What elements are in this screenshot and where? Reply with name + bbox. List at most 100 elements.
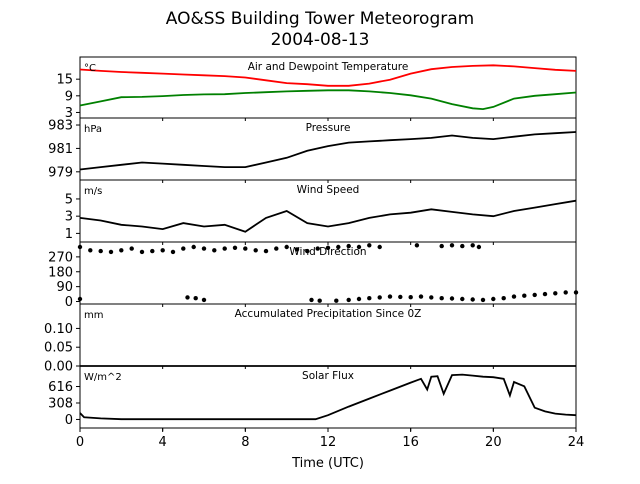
x-tick-label: 12	[320, 435, 337, 450]
y-tick-label: 0.10	[44, 322, 73, 337]
y-tick-label: 180	[48, 265, 73, 280]
data-point	[334, 298, 339, 303]
y-tick-label: 3	[65, 210, 73, 225]
panel-title: Air and Dewpoint Temperature	[248, 61, 409, 73]
y-tick-label: 0.00	[44, 360, 73, 375]
x-tick-label: 0	[76, 435, 84, 450]
data-point	[367, 243, 372, 248]
data-point	[201, 297, 207, 303]
y-tick-label: 3	[65, 106, 73, 121]
data-point	[212, 248, 217, 253]
data-point	[336, 244, 341, 250]
data-point	[563, 290, 568, 295]
data-point	[449, 243, 455, 248]
data-point	[356, 296, 362, 302]
y-tick-label: 9	[65, 89, 73, 104]
y-tick-label: 983	[48, 119, 73, 134]
data-point	[346, 243, 351, 249]
data-point	[315, 246, 320, 251]
y-tick-label: 0	[65, 295, 73, 310]
data-point	[439, 243, 444, 249]
y-tick-label: 1	[65, 227, 73, 242]
panel-title: Wind Direction	[289, 246, 366, 258]
data-point	[201, 246, 207, 251]
data-point	[325, 245, 331, 250]
data-point	[449, 296, 455, 301]
data-point	[398, 294, 403, 300]
data-point	[429, 295, 434, 300]
series-line	[79, 199, 577, 233]
data-point	[542, 291, 548, 297]
data-point	[377, 295, 382, 300]
y-tick-label: 5	[65, 192, 73, 207]
data-point	[170, 249, 176, 255]
data-point	[139, 249, 145, 255]
series-line	[79, 373, 577, 421]
panel-unit: m/s	[84, 186, 102, 197]
x-tick-label: 8	[241, 435, 249, 450]
y-tick-label: 308	[48, 396, 73, 411]
data-point	[491, 296, 496, 302]
y-tick-label: 0.05	[44, 341, 73, 356]
data-point	[367, 296, 372, 301]
data-point	[222, 246, 227, 251]
data-point	[573, 290, 579, 295]
panel-title: Pressure	[306, 122, 351, 134]
data-point	[439, 296, 444, 301]
data-point	[346, 297, 351, 303]
data-point	[77, 296, 83, 302]
data-point	[160, 248, 165, 253]
data-point	[460, 296, 465, 302]
data-point	[414, 243, 420, 248]
data-point	[108, 249, 114, 255]
data-point	[305, 248, 310, 254]
data-point	[317, 298, 322, 303]
data-point	[377, 244, 382, 250]
data-point	[181, 246, 186, 251]
data-point	[511, 294, 517, 299]
y-tick-label: 15	[56, 73, 73, 88]
data-point	[532, 292, 537, 298]
panel-title: Wind Speed	[297, 184, 360, 196]
y-tick-label: 616	[48, 380, 73, 395]
data-point	[553, 291, 558, 296]
data-point	[309, 297, 314, 303]
x-tick-label: 4	[159, 435, 167, 450]
data-point	[98, 248, 103, 254]
data-point	[387, 294, 393, 299]
data-point	[129, 246, 134, 251]
chart-date: 2004-08-13	[271, 30, 370, 50]
x-tick-label: 20	[485, 435, 502, 450]
data-point	[185, 295, 190, 300]
series-line	[79, 64, 577, 87]
panel-title: Accumulated Precipitation Since 0Z	[235, 308, 422, 320]
data-point	[274, 246, 279, 251]
data-point	[356, 244, 362, 250]
series-line	[79, 131, 577, 171]
panel-title: Solar Flux	[302, 370, 354, 382]
y-tick-label: 90	[56, 280, 73, 295]
data-point	[253, 248, 258, 253]
data-point	[88, 248, 93, 253]
y-tick-label: 270	[48, 250, 73, 265]
y-tick-label: 981	[48, 142, 73, 157]
panel-unit: °C	[84, 63, 96, 74]
panel-unit: hPa	[84, 124, 102, 135]
data-point	[476, 244, 482, 250]
y-tick-label: 979	[48, 165, 73, 180]
data-point	[232, 245, 238, 250]
chart-title: AO&SS Building Tower Meteorogram	[166, 9, 474, 29]
data-point	[193, 296, 198, 301]
panel-unit: W/m^2	[84, 372, 122, 383]
data-point	[501, 296, 506, 301]
data-point	[77, 244, 83, 250]
data-point	[418, 294, 424, 299]
data-point	[294, 247, 300, 252]
data-point	[119, 248, 124, 253]
data-point	[522, 293, 527, 298]
data-point	[460, 243, 465, 249]
data-point	[284, 244, 289, 250]
data-point	[150, 248, 155, 254]
data-point	[243, 246, 248, 251]
